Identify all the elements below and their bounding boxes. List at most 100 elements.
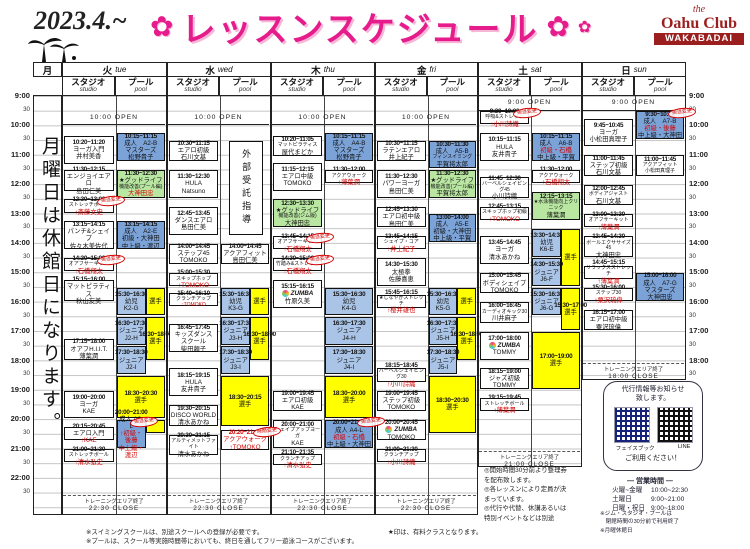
lesson-time: 20:00~21:00	[114, 408, 148, 416]
lesson-text: 成人 A2-L	[119, 415, 144, 430]
lesson-text: ラテンエアロ	[382, 147, 421, 155]
time-label: 30	[689, 252, 696, 260]
day-header-roman: sun	[633, 65, 647, 74]
studio-column-subheader: studio	[288, 85, 306, 93]
lesson-text: J3-I	[230, 363, 241, 371]
lesson-time: 16:30~17:30	[219, 320, 252, 328]
lesson-cell: 10:20~11:05 マットピラティス 屋代まどか	[273, 135, 322, 157]
time-label: 30	[23, 311, 30, 319]
lesson-cell: 13:45~14:30 ボールエクササイズ45 大神田忠	[584, 233, 633, 260]
lesson-text: 成人 A4-L	[335, 426, 363, 434]
time-label: 20:00	[10, 414, 30, 424]
lesson-cell: 14:30~15:00 竹踏み&ストレッチ ↑石橋翔太 担当変更	[273, 253, 335, 275]
lesson-time: 13:30~14:30	[530, 231, 563, 239]
lesson-time: 10:15~11:15	[332, 132, 366, 140]
lesson-cell: 10:15~11:15 成人 A4-B マスターズ 松野貴子	[325, 133, 373, 161]
time-label: 30	[23, 135, 30, 143]
lesson-text: ★グッドライフ	[275, 206, 320, 214]
lesson-text: アクアフィット	[642, 162, 678, 169]
line-qr-label: LINE	[677, 443, 691, 450]
lesson-text: スクール	[180, 338, 207, 346]
lesson-cell: 外部受託指導	[229, 140, 263, 235]
lesson-cell: 19:15~19:45 ストレッチボール ↑薄葉潤	[480, 394, 529, 414]
lesson-text: マスターズ	[644, 286, 676, 294]
lesson-cell: 18:30~20:00 選手	[325, 375, 373, 419]
lesson-text: TOMOKO	[387, 433, 416, 441]
lesson-text: 柴田頼子	[180, 345, 207, 353]
lesson-time: 11:45~12:30	[488, 174, 521, 182]
lesson-text: オアフサーキット	[588, 216, 629, 223]
training-area-end-label: トレーニングエリア終了	[583, 362, 684, 373]
lesson-text: ↑TOMOKO	[181, 301, 206, 308]
lesson-text: 松野貴子	[336, 154, 362, 162]
lesson-time: 14:45~15:15	[592, 259, 625, 267]
lesson-text: エアロ初級	[281, 397, 314, 405]
lesson-cell: 16:00~16:45 カーディオキック30 川井麻子	[480, 302, 529, 323]
close-hour-label: 18:00 CLOSE	[608, 372, 659, 380]
schedule-date-range: 2023.4.~	[34, 6, 127, 35]
lesson-cell: 12:30~13:30 ★グッドライフ 機能改善(ジム版) 大神田忠	[273, 199, 322, 228]
lesson-cell: 13:45~14:15 シェイプ・コア ↑井上紀子	[377, 233, 426, 253]
time-label: 21:00	[10, 443, 30, 453]
lesson-cell: 18:30~20:30 選手	[116, 375, 165, 419]
time-label: 30	[689, 340, 696, 348]
lesson-text: ★グッドライフ	[430, 177, 474, 185]
close-hour-label: 22:30 CLOSE	[88, 504, 140, 512]
logo-the: the	[692, 4, 706, 15]
lesson-text: 成人 A2-E	[124, 228, 158, 236]
lesson-time: 10:15~11:15	[488, 136, 521, 144]
hours-day: 火曜~金曜	[612, 487, 643, 494]
lesson-time: 16:30~18:00	[139, 331, 172, 339]
zumba-icon	[281, 290, 289, 298]
lesson-cell: 11:00~11:45 ステップ初級 石川文基	[584, 155, 633, 176]
day-header-wed: 水 wed	[167, 62, 271, 77]
lesson-cell: 12:30~13:00 ストレッチボール ↑斎藤文史 担当変更	[64, 194, 126, 216]
lesson-text: ジュニア	[223, 356, 248, 364]
lesson-time: 13:45~14:15	[281, 232, 314, 240]
lesson-cell: 17:30~18:30 ジュニア J2-I	[115, 346, 148, 375]
lesson-text: 友井貴子	[180, 386, 207, 393]
studio-pool-divider	[635, 96, 636, 379]
lesson-text: J3-H	[228, 334, 243, 342]
day-column-wed: 10:00 OPEN 10:30~11:15 エアロ初級 石川文基 11:30~12:3…	[167, 95, 282, 515]
monday-closed-notice: 月曜日は休館日になります。	[39, 136, 60, 435]
lesson-cell: 11:45~12:30 バーベルシェイピング45 小川詩織	[480, 174, 529, 200]
lesson-cell: 15:00~15:45 ボディシェイプ TOMOKO	[480, 272, 529, 294]
lesson-time: 17:30~18:30	[332, 349, 366, 357]
lesson-text: ジュニア	[118, 327, 144, 335]
close-time-label: トレーニングエリア終了 18:00 CLOSE	[583, 362, 684, 380]
lesson-text: 外部受託指導	[241, 148, 252, 227]
time-label: 11:00	[10, 149, 30, 159]
lesson-text: 大神田忠	[595, 252, 622, 260]
lesson-time: 20:00~21:00	[281, 420, 314, 428]
lesson-cell: 19:00~19:45 エアロ初級 KAE	[273, 390, 322, 411]
lesson-time: 10:15~11:15	[124, 132, 158, 140]
hibiscus-icon: ✿	[150, 11, 174, 42]
studio-pool-divider	[324, 96, 325, 514]
lesson-text: 成人 A7-B	[643, 117, 677, 125]
lesson-text: ジュニア	[430, 327, 456, 335]
lesson-text: オアフサーキット	[68, 260, 109, 267]
lesson-cell: 10:15~11:15 成人 A6-B 初級・石橋 中上級・平賀	[532, 133, 580, 161]
day-column-mon: 月曜日は休館日になります。	[33, 95, 62, 515]
lesson-text: 幼児	[229, 297, 242, 305]
pool-column-header: プール pool	[530, 76, 582, 96]
lesson-text: KAE	[291, 439, 304, 447]
lesson-time: 10:30~11:30	[436, 140, 469, 148]
lesson-cell: 16:15~17:00 エアロ初中級 粟沢琉偉	[584, 309, 633, 331]
ticket-note-line: を配布致します。	[484, 476, 535, 484]
footnote-paid-class: ★印は、有料クラスとなります。	[388, 529, 483, 536]
lesson-time: 12:45~13:15	[488, 203, 521, 211]
day-header-mon: 月	[33, 62, 62, 77]
lesson-text: ↑清水弘史	[283, 462, 312, 470]
lesson-time: 15:15~16:00	[72, 276, 106, 284]
lesson-time: 20:20~21:05	[228, 429, 262, 437]
day-header-fri: 金 fri	[375, 62, 478, 77]
lesson-text: ↑粟沢琉偉	[594, 297, 623, 305]
day-header-roman: fri	[429, 65, 437, 74]
lesson-text: フィンスイミング	[432, 154, 473, 161]
lesson-text: ボディシェイプ	[482, 279, 527, 287]
lesson-time: 19:30~20:15	[177, 404, 210, 412]
lesson-time: 12:45~13:45	[177, 209, 210, 217]
lesson-time: 10:20~11:05	[281, 135, 314, 143]
